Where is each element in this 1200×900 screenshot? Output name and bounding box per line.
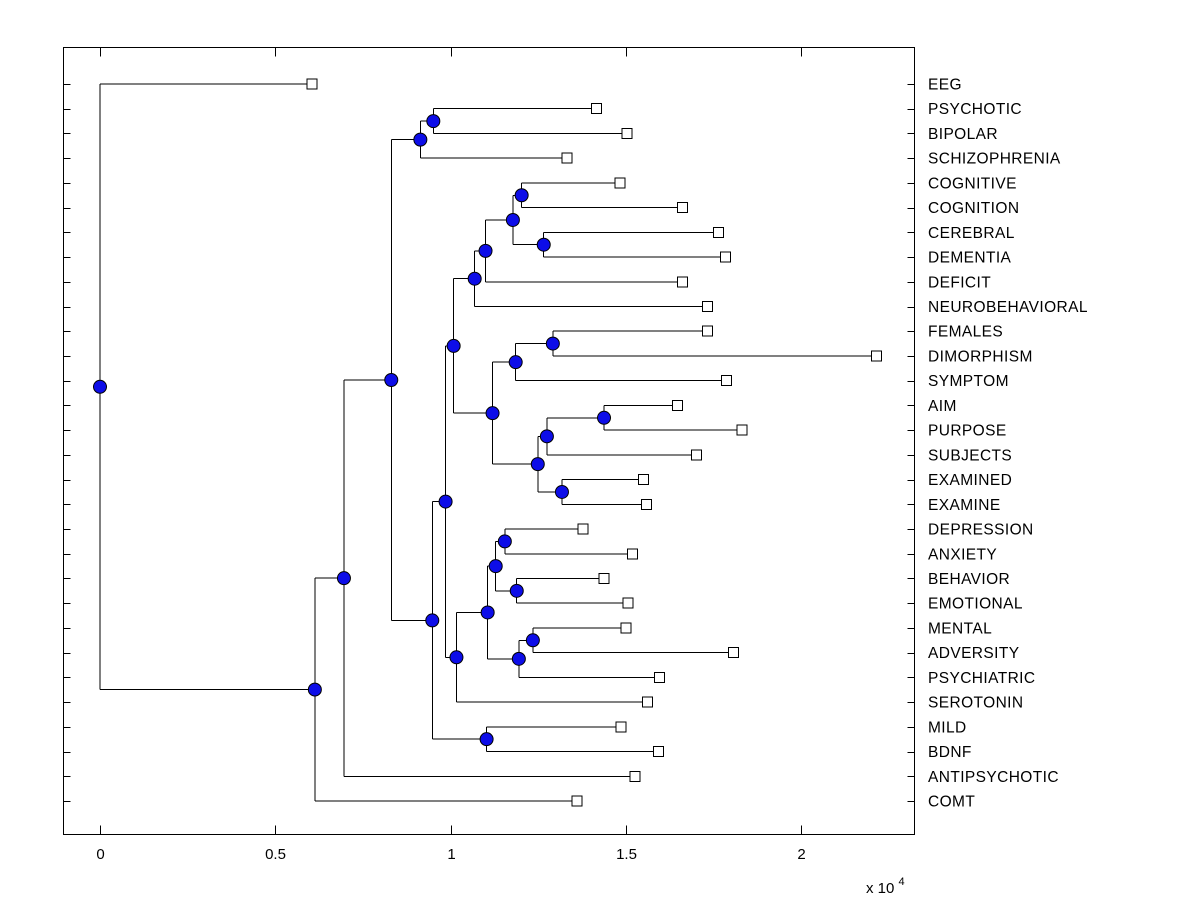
leaf-label: EXAMINE: [928, 497, 1001, 514]
leaf-label: EEG: [928, 77, 962, 94]
internal-node-marker[interactable]: [554, 484, 569, 499]
leaf-marker[interactable]: [306, 78, 318, 90]
leaf-marker[interactable]: [870, 350, 882, 362]
leaf-marker[interactable]: [677, 202, 689, 214]
internal-node-marker[interactable]: [539, 429, 554, 444]
internal-node-marker[interactable]: [525, 633, 540, 648]
leaf-marker[interactable]: [577, 523, 589, 535]
leaf-label: PURPOSE: [928, 423, 1007, 440]
leaf-label: BEHAVIOR: [928, 571, 1010, 588]
leaf-marker[interactable]: [736, 424, 748, 436]
leaf-marker[interactable]: [713, 226, 725, 238]
internal-node-marker[interactable]: [413, 132, 428, 147]
leaf-marker[interactable]: [629, 770, 641, 782]
leaf-marker[interactable]: [637, 474, 649, 486]
leaf-label: SUBJECTS: [928, 447, 1012, 464]
leaf-label: DEMENTIA: [928, 250, 1012, 267]
leaf-marker[interactable]: [622, 597, 634, 609]
internal-node-marker[interactable]: [336, 571, 351, 586]
leaf-marker[interactable]: [721, 375, 733, 387]
leaf-marker[interactable]: [561, 152, 573, 164]
leaf-label: AIM: [928, 398, 957, 415]
leaf-label: DIMORPHISM: [928, 348, 1033, 365]
leaf-label: NEUROBEHAVIORAL: [928, 299, 1088, 316]
axes-box: [63, 47, 915, 835]
internal-node-marker[interactable]: [597, 410, 612, 425]
leaf-marker[interactable]: [621, 127, 633, 139]
x-tick-label: 0.5: [265, 846, 286, 863]
leaf-label: SYMPTOM: [928, 373, 1009, 390]
x-tick-label: 1.5: [616, 846, 637, 863]
internal-node-marker[interactable]: [480, 605, 495, 620]
leaf-label: FEMALES: [928, 324, 1003, 341]
leaf-label: CEREBRAL: [928, 225, 1015, 242]
leaf-marker[interactable]: [615, 721, 627, 733]
internal-node-marker[interactable]: [478, 243, 493, 258]
internal-node-marker[interactable]: [446, 338, 461, 353]
leaf-marker[interactable]: [691, 449, 703, 461]
leaf-label: EMOTIONAL: [928, 596, 1023, 613]
leaf-label: PSYCHOTIC: [928, 101, 1022, 118]
x-axis-multiplier: x 10 4: [866, 876, 905, 897]
leaf-label: ANXIETY: [928, 546, 997, 563]
leaf-label: DEPRESSION: [928, 522, 1034, 539]
leaf-label: BIPOLAR: [928, 126, 998, 143]
leaf-label: BDNF: [928, 744, 972, 761]
leaf-label: COMT: [928, 793, 975, 810]
leaf-label: DEFICIT: [928, 274, 991, 291]
leaf-marker[interactable]: [620, 622, 632, 634]
leaf-marker[interactable]: [641, 696, 653, 708]
internal-node-marker[interactable]: [536, 237, 551, 252]
leaf-marker[interactable]: [672, 399, 684, 411]
x-tick-label: 1: [447, 846, 455, 863]
leaf-marker[interactable]: [653, 671, 665, 683]
internal-node-marker[interactable]: [514, 188, 529, 203]
leaf-marker[interactable]: [640, 498, 652, 510]
leaf-marker[interactable]: [626, 548, 638, 560]
internal-node-marker[interactable]: [497, 534, 512, 549]
leaf-marker[interactable]: [614, 177, 626, 189]
internal-node-marker[interactable]: [488, 559, 503, 574]
internal-node-marker[interactable]: [426, 114, 441, 129]
internal-node-marker[interactable]: [509, 583, 524, 598]
leaf-marker[interactable]: [652, 746, 664, 758]
leaf-label: MILD: [928, 719, 967, 736]
leaf-marker[interactable]: [728, 647, 740, 659]
internal-node-marker[interactable]: [384, 373, 399, 388]
leaf-label: MENTAL: [928, 620, 992, 637]
internal-node-marker[interactable]: [307, 682, 322, 697]
leaf-label: ADVERSITY: [928, 645, 1019, 662]
leaf-label: PSYCHIATRIC: [928, 670, 1035, 687]
internal-node-marker[interactable]: [467, 271, 482, 286]
internal-node-marker[interactable]: [449, 650, 464, 665]
internal-node-marker[interactable]: [545, 336, 560, 351]
leaf-label: COGNITION: [928, 200, 1019, 217]
leaf-marker[interactable]: [590, 103, 602, 115]
leaf-label: ANTIPSYCHOTIC: [928, 769, 1059, 786]
internal-node-marker[interactable]: [505, 212, 520, 227]
internal-node-marker[interactable]: [511, 651, 526, 666]
internal-node-marker[interactable]: [485, 406, 500, 421]
leaf-marker[interactable]: [701, 301, 713, 313]
leaf-label: SCHIZOPHRENIA: [928, 151, 1061, 168]
leaf-marker[interactable]: [571, 795, 583, 807]
leaf-marker[interactable]: [720, 251, 732, 263]
leaf-label: SEROTONIN: [928, 695, 1023, 712]
x-tick-label: 2: [797, 846, 805, 863]
leaf-label: EXAMINED: [928, 472, 1012, 489]
internal-node-marker[interactable]: [425, 613, 440, 628]
internal-node-marker[interactable]: [93, 379, 107, 394]
leaf-marker[interactable]: [598, 572, 610, 584]
x-tick-label: 0: [96, 846, 104, 863]
leaf-marker[interactable]: [677, 276, 689, 288]
internal-node-marker[interactable]: [530, 457, 545, 472]
internal-node-marker[interactable]: [508, 355, 523, 370]
internal-node-marker[interactable]: [438, 494, 453, 509]
internal-node-marker[interactable]: [479, 732, 494, 747]
leaf-label: COGNITIVE: [928, 175, 1017, 192]
leaf-marker[interactable]: [701, 325, 713, 337]
